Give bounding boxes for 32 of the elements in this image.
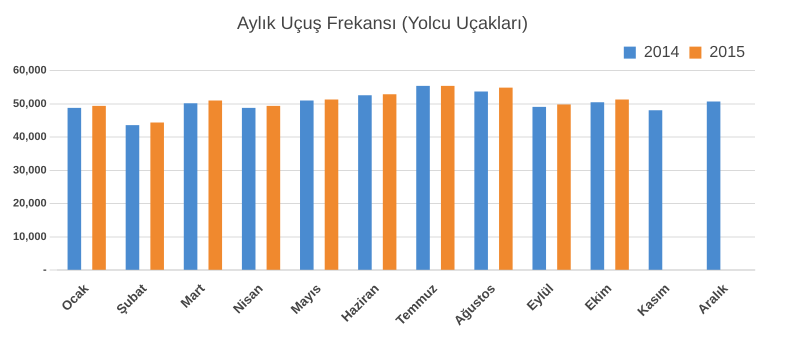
bar (358, 95, 372, 270)
chart-title: Aylık Uçuş Frekansı (Yolcu Uçakları) (236, 12, 528, 33)
bar (532, 106, 546, 270)
bar (324, 100, 338, 270)
bar (242, 108, 256, 270)
bar (706, 102, 720, 270)
bar (150, 122, 164, 270)
bar (648, 110, 662, 270)
bar (92, 106, 106, 270)
y-tick-label: 30,000 (12, 164, 47, 176)
bar (557, 104, 571, 270)
bar (382, 94, 396, 270)
y-tick-label: 40,000 (12, 131, 47, 144)
y-tick-label: 10,000 (12, 230, 47, 243)
y-tick-label: 20,000 (12, 198, 47, 210)
bar (208, 100, 222, 270)
bar (416, 86, 430, 270)
bar (440, 86, 455, 270)
bar (266, 106, 280, 270)
bar (184, 103, 198, 270)
y-tick-label: - (42, 264, 47, 276)
legend-label: 2015 (709, 44, 746, 62)
bar (68, 108, 82, 270)
bar (300, 100, 314, 270)
bar (474, 92, 488, 270)
y-tick-label: 60,000 (12, 64, 47, 77)
bar (499, 88, 513, 270)
legend-label: 2014 (644, 44, 680, 62)
bar (615, 100, 629, 270)
y-tick-label: 50,000 (12, 98, 47, 110)
bar (126, 125, 140, 270)
bar (590, 102, 604, 270)
